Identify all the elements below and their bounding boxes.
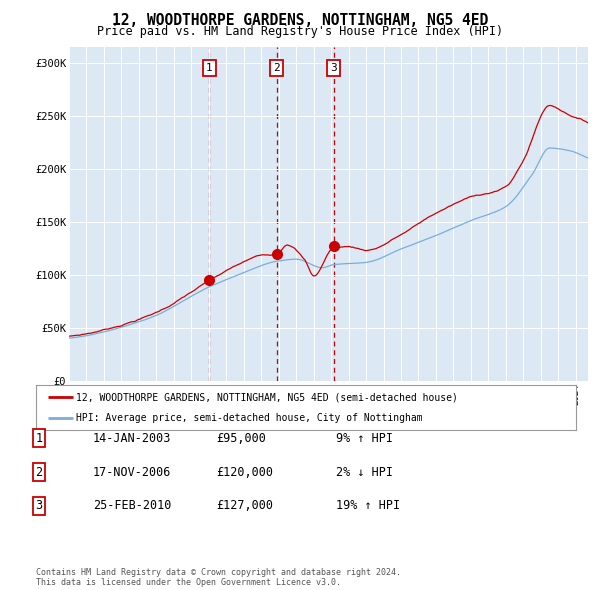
Text: £120,000: £120,000 (216, 466, 273, 478)
Text: 2: 2 (35, 466, 43, 478)
Text: 3: 3 (331, 63, 337, 73)
Text: 12, WOODTHORPE GARDENS, NOTTINGHAM, NG5 4ED: 12, WOODTHORPE GARDENS, NOTTINGHAM, NG5 … (112, 13, 488, 28)
Text: 14-JAN-2003: 14-JAN-2003 (93, 432, 172, 445)
Text: 1: 1 (35, 432, 43, 445)
Text: 1: 1 (206, 63, 213, 73)
Text: 3: 3 (35, 499, 43, 512)
Text: 2% ↓ HPI: 2% ↓ HPI (336, 466, 393, 478)
Text: £127,000: £127,000 (216, 499, 273, 512)
Text: Contains HM Land Registry data © Crown copyright and database right 2024.
This d: Contains HM Land Registry data © Crown c… (36, 568, 401, 587)
Text: £95,000: £95,000 (216, 432, 266, 445)
Text: 25-FEB-2010: 25-FEB-2010 (93, 499, 172, 512)
Text: 12, WOODTHORPE GARDENS, NOTTINGHAM, NG5 4ED (semi-detached house): 12, WOODTHORPE GARDENS, NOTTINGHAM, NG5 … (77, 392, 458, 402)
Text: 9% ↑ HPI: 9% ↑ HPI (336, 432, 393, 445)
Text: HPI: Average price, semi-detached house, City of Nottingham: HPI: Average price, semi-detached house,… (77, 412, 423, 422)
Text: 17-NOV-2006: 17-NOV-2006 (93, 466, 172, 478)
Text: 19% ↑ HPI: 19% ↑ HPI (336, 499, 400, 512)
Text: Price paid vs. HM Land Registry's House Price Index (HPI): Price paid vs. HM Land Registry's House … (97, 25, 503, 38)
Text: 2: 2 (274, 63, 280, 73)
